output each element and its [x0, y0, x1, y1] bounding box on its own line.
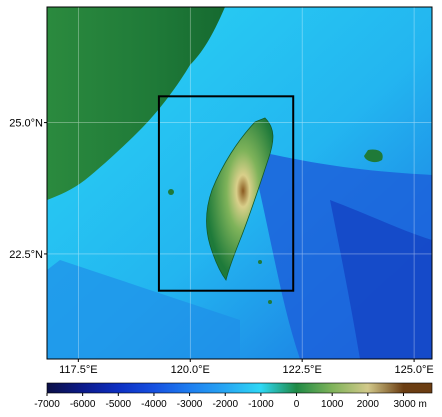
- map-area: [47, 7, 432, 359]
- colorbar-tick-label: 1000: [321, 399, 344, 410]
- colorbar-tick-label: -4000: [141, 399, 167, 410]
- colorbar-tick-label: 3000 m: [393, 399, 426, 410]
- colorbar: -7000 -6000 -5000 -4000 -3000 -2000 -1000 0 1000…: [34, 383, 432, 410]
- longitude-label: 125.0°E: [394, 364, 433, 376]
- penghu-island: [168, 189, 174, 195]
- longitude-label: 122.5°E: [283, 364, 322, 376]
- colorbar-tick-label: -6000: [70, 399, 96, 410]
- latitude-label: 22.5°N: [9, 249, 43, 261]
- colorbar-tick-label: 2000: [357, 399, 380, 410]
- colorbar-tick-label: 0: [294, 399, 300, 410]
- colorbar-tick-label: -7000: [34, 399, 60, 410]
- colorbar-ticks: -7000 -6000 -5000 -4000 -3000 -2000 -1000 0 1000…: [34, 393, 427, 410]
- latitude-label: 25.0°N: [9, 118, 43, 130]
- colorbar-tick-label: -2000: [212, 399, 238, 410]
- longitude-labels: 117.5°E 120.0°E 122.5°E 125.0°E: [59, 359, 434, 376]
- latitude-labels: 25.0°N 22.5°N: [9, 118, 47, 261]
- longitude-label: 120.0°E: [171, 364, 210, 376]
- green-island: [258, 260, 262, 264]
- colorbar-tick-label: -5000: [106, 399, 132, 410]
- longitude-label: 117.5°E: [59, 364, 97, 376]
- colorbar-gradient: [47, 383, 432, 393]
- orchid-island: [268, 300, 272, 304]
- colorbar-tick-label: -1000: [248, 399, 274, 410]
- colorbar-tick-label: -3000: [177, 399, 203, 410]
